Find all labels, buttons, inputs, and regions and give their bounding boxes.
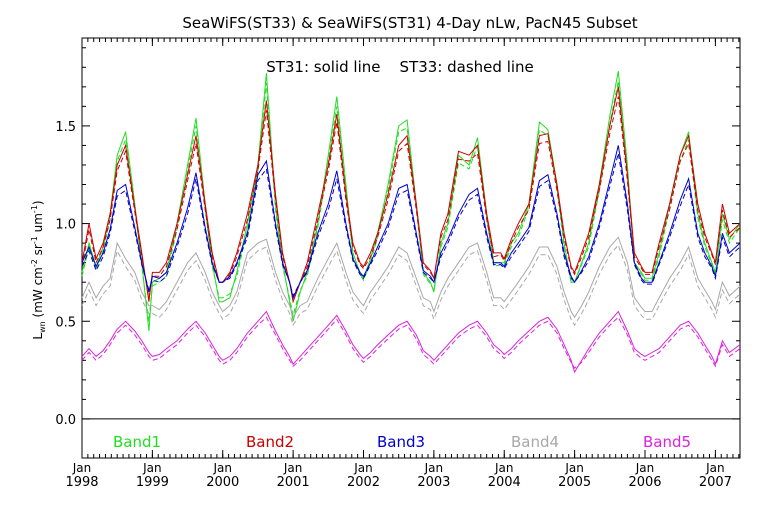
chart-title: SeaWiFS(ST33) & SeaWiFS(ST31) 4-Day nLw,…	[182, 14, 637, 32]
x-tick-year-label: 2004	[488, 475, 521, 490]
x-tick-month-label: Jan	[564, 461, 584, 475]
x-tick-month-label: Jan	[705, 461, 725, 475]
series-line-band4-st31	[81, 236, 741, 319]
y-axis-label-um: um	[31, 213, 45, 236]
series-line-band3-st33	[81, 153, 741, 298]
legend-label-band5: Band5	[643, 433, 691, 451]
y-tick-label: 0.0	[55, 413, 76, 428]
y-tick-label: 1.0	[55, 218, 76, 233]
legend-label-band4: Band4	[511, 433, 559, 451]
x-tick-year-label: 2001	[277, 475, 310, 490]
y-tick-label: 0.5	[55, 315, 76, 330]
x-tick-year-label: 2000	[206, 475, 239, 490]
x-tick-month-label: Jan	[353, 461, 373, 475]
series-line-band1-st33	[81, 80, 741, 322]
y-axis-label-subscript: wn	[38, 321, 47, 333]
x-tick-year-label: 1999	[136, 475, 169, 490]
legend-label-band2: Band2	[246, 433, 294, 451]
x-tick-month-label: Jan	[494, 461, 514, 475]
x-tick-year-label: 2006	[628, 475, 661, 490]
legend-label-band1: Band1	[113, 433, 161, 451]
plot-frame	[81, 37, 741, 459]
y-axis-label-exp2: -1	[30, 236, 39, 244]
series-line-band5-st33	[81, 316, 741, 369]
series-line-band5-st31	[81, 310, 741, 374]
y-axis-label-exp1: -2	[30, 259, 39, 267]
series-line-band4-st33	[81, 244, 741, 327]
x-tick-year-label: 2002	[347, 475, 380, 490]
y-tick-label: 1.5	[55, 120, 76, 135]
y-axis-label-close: )	[31, 200, 45, 205]
x-tick-month-label: Jan	[424, 461, 444, 475]
x-tick-year-label: 2003	[417, 475, 450, 490]
x-tick-month-label: Jan	[142, 461, 162, 475]
x-tick-year-label: 1998	[65, 475, 98, 490]
x-tick-year-label: 2005	[558, 475, 591, 490]
x-tick-month-label: Jan	[283, 461, 303, 475]
legend-label-band3: Band3	[377, 433, 425, 451]
y-axis-label-exp3: -1	[30, 205, 39, 213]
x-tick-year-label: 2007	[699, 475, 732, 490]
chart-subtitle: ST31: solid line ST33: dashed line	[266, 58, 534, 76]
x-tick-month-label: Jan	[212, 461, 232, 475]
x-tick-month-label: Jan	[635, 461, 655, 475]
y-axis-label-sr: sr	[31, 244, 45, 259]
series-line-band2-st33	[81, 96, 741, 300]
y-axis-label-units: (mW cm	[31, 267, 45, 321]
x-tick-month-label: Jan	[72, 461, 92, 475]
plot-area: 0.00.51.01.5Jan1998Jan1999Jan2000Jan2001…	[55, 37, 741, 490]
y-axis-label: Lwn (mW cm-2 sr-1 um-1)	[30, 200, 47, 339]
y-axis-label-main: L	[31, 333, 45, 340]
